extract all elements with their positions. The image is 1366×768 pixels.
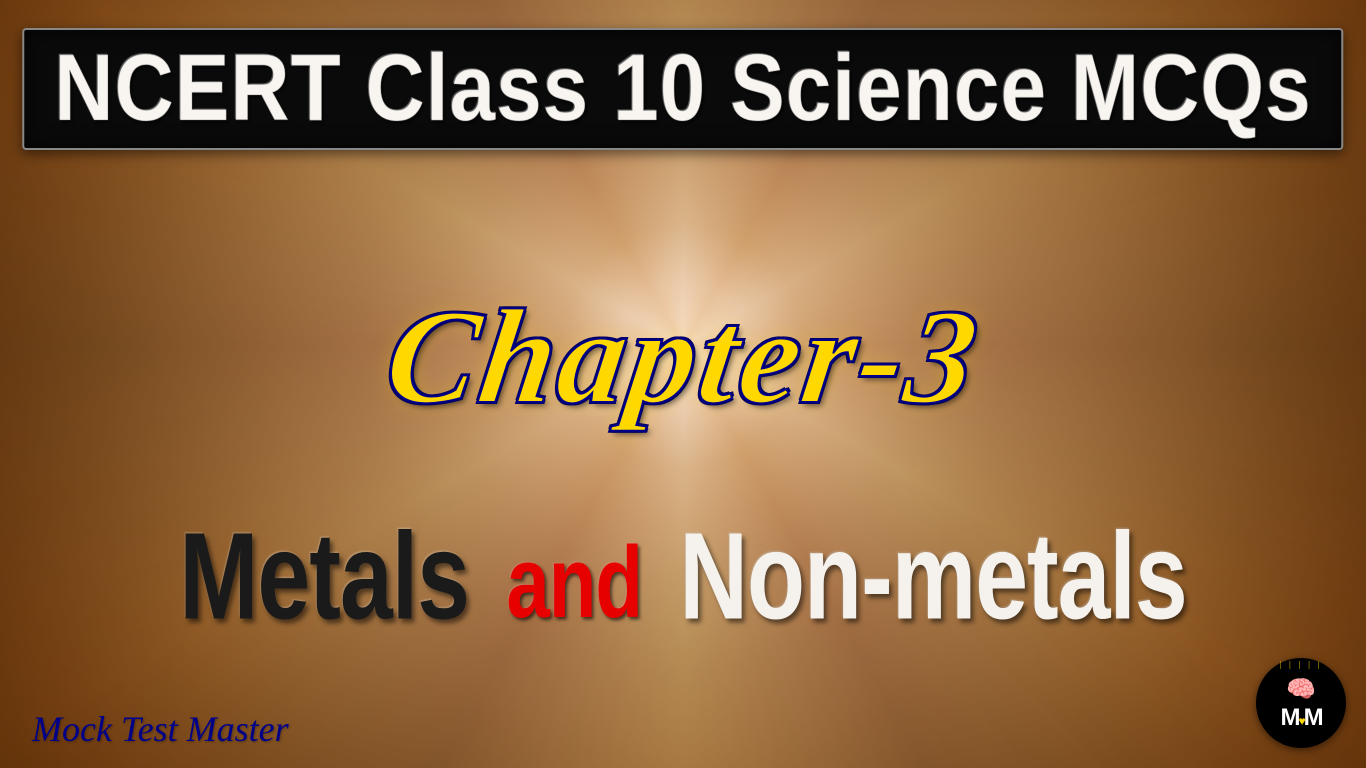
logo-rays-icon: | | | | | [1256,660,1346,669]
subtitle-nonmetals: Non-metals [679,516,1186,640]
main-title: NCERT Class 10 Science MCQs [54,42,1311,136]
logo-brain-icon: 🧠 [1286,675,1316,704]
logo-text: M♥M [1280,704,1321,732]
watermark-text: Mock Test Master [32,708,289,750]
subtitle-metals: Metals [179,516,469,640]
title-banner: NCERT Class 10 Science MCQs [22,28,1343,150]
chapter-label: Chapter-3 [377,280,988,435]
subtitle-container: Metals and Non-metals [179,530,1186,625]
brand-logo: | | | | | 🧠 M♥M [1256,658,1346,748]
subtitle-connector: and [506,531,642,632]
